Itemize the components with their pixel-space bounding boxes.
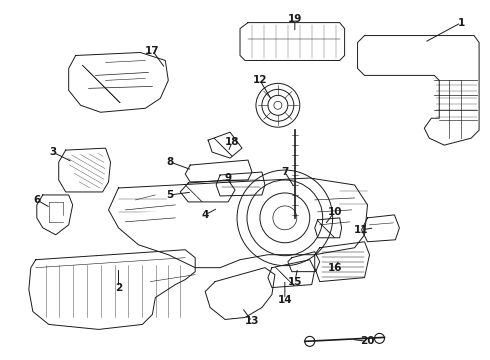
Text: 13: 13 xyxy=(245,316,259,327)
Text: 12: 12 xyxy=(253,75,267,85)
Text: 10: 10 xyxy=(327,207,342,217)
Text: 4: 4 xyxy=(201,210,209,220)
Text: 6: 6 xyxy=(33,195,41,205)
Text: 20: 20 xyxy=(360,336,375,346)
Text: 8: 8 xyxy=(167,157,174,167)
Text: 19: 19 xyxy=(288,14,302,24)
Text: 9: 9 xyxy=(224,173,232,183)
Text: 5: 5 xyxy=(167,190,174,200)
Text: 14: 14 xyxy=(277,294,292,305)
Text: 17: 17 xyxy=(145,45,160,55)
Text: 11: 11 xyxy=(354,225,369,235)
Text: 2: 2 xyxy=(115,283,122,293)
Text: 1: 1 xyxy=(458,18,465,28)
Text: 3: 3 xyxy=(49,147,56,157)
Text: 18: 18 xyxy=(225,137,239,147)
Text: 16: 16 xyxy=(327,263,342,273)
Text: 15: 15 xyxy=(288,276,302,287)
Text: 7: 7 xyxy=(281,167,289,177)
